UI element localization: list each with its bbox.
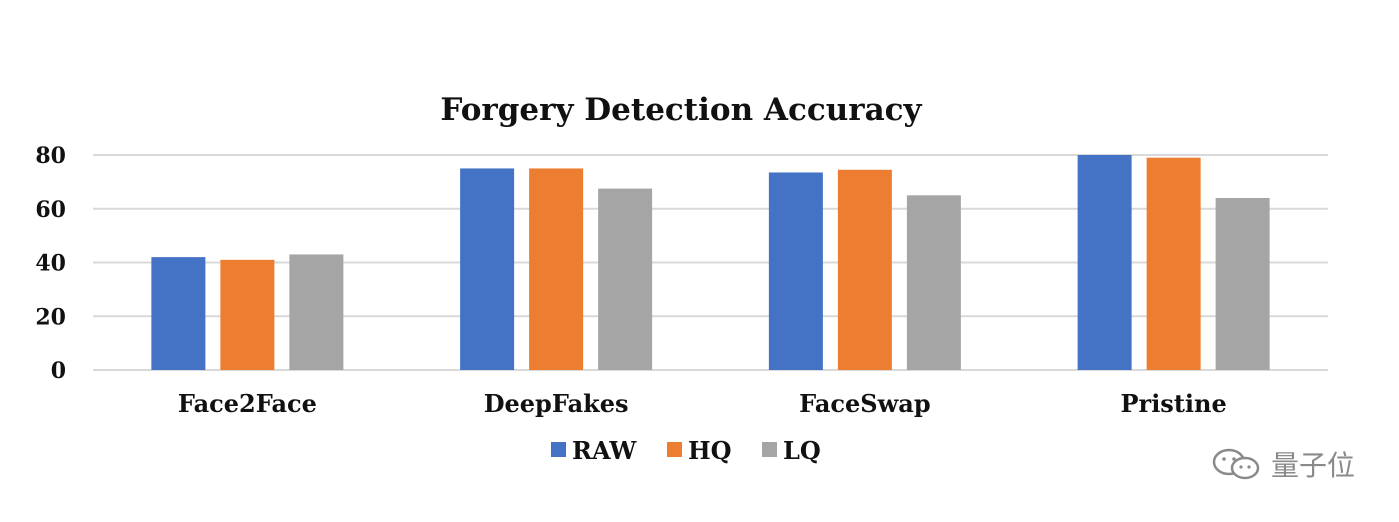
x-tick-label: Pristine — [1121, 389, 1227, 418]
y-tick-label: 80 — [35, 143, 66, 169]
watermark: 量子位 — [1209, 444, 1355, 484]
gridlines — [93, 154, 1328, 371]
legend-swatch-lq — [762, 442, 777, 457]
bar-lq-pristine — [1215, 198, 1270, 370]
y-axis-ticks: 0 20 40 60 80 — [35, 143, 66, 384]
y-tick-label: 0 — [51, 358, 66, 384]
bar-hq-face2face — [220, 259, 275, 370]
x-tick-label: DeepFakes — [484, 389, 629, 418]
bar-raw-deepfakes — [460, 168, 515, 370]
bar-raw-pristine — [1077, 155, 1132, 370]
bar-lq-faceswap — [906, 195, 961, 370]
legend-label-lq: LQ — [783, 436, 821, 465]
y-tick-label: 40 — [35, 251, 66, 277]
y-tick-label: 20 — [35, 304, 66, 330]
wechat-icon — [1212, 448, 1260, 480]
bars — [151, 155, 1270, 370]
bar-lq-deepfakes — [598, 188, 653, 370]
x-tick-label: FaceSwap — [799, 389, 930, 418]
bar-raw-face2face — [151, 257, 206, 370]
legend-label-hq: HQ — [688, 436, 732, 465]
chart-title: Forgery Detection Accuracy — [440, 92, 922, 128]
legend-swatch-hq — [667, 442, 682, 457]
watermark-text: 量子位 — [1270, 449, 1355, 482]
bar-hq-faceswap — [837, 169, 892, 370]
x-axis-labels: Face2Face DeepFakes FaceSwap Pristine — [178, 389, 1227, 418]
bar-raw-faceswap — [768, 172, 823, 370]
bar-lq-face2face — [289, 254, 344, 370]
x-tick-label: Face2Face — [178, 389, 317, 418]
legend-label-raw: RAW — [572, 436, 637, 465]
bar-hq-deepfakes — [529, 168, 584, 370]
y-tick-label: 60 — [35, 197, 66, 223]
bar-hq-pristine — [1146, 157, 1201, 370]
legend: RAW HQ LQ — [551, 436, 821, 465]
legend-swatch-raw — [551, 442, 566, 457]
